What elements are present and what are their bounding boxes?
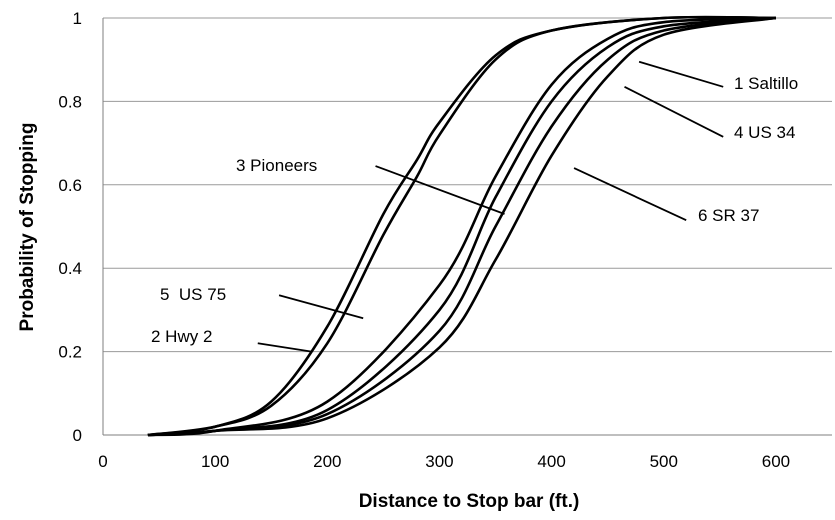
- annotation-6-sr37: 6 SR 37: [698, 206, 759, 225]
- y-tick-label: 0.6: [58, 176, 82, 195]
- x-axis-title: Distance to Stop bar (ft.): [359, 491, 580, 512]
- x-tick-label: 500: [650, 452, 678, 471]
- series-line-5: [147, 15, 776, 437]
- y-tick-label: 0.4: [58, 259, 82, 278]
- x-tick-labels: 0 100 200 300 400 500 600: [98, 452, 790, 471]
- axes: [102, 18, 832, 436]
- leader-4-us34: [624, 86, 724, 138]
- annotation-2-hwy2: 2 Hwy 2: [151, 327, 212, 346]
- series-line-1: [147, 16, 776, 437]
- x-tick-label: 0: [98, 452, 107, 471]
- series-lines: [147, 15, 777, 437]
- annotation-3-pioneers: 3 Pioneers: [236, 156, 317, 175]
- leader-2-hwy2: [257, 342, 312, 353]
- y-tick-labels: 0 0.2 0.4 0.6 0.8 1: [58, 9, 82, 445]
- y-tick-label: 1: [73, 9, 82, 28]
- leader-6-sr37: [573, 167, 687, 222]
- y-tick-label: 0.2: [58, 343, 82, 362]
- annotation-1-saltillo: 1 Saltillo: [734, 74, 798, 93]
- y-tick-label: 0.8: [58, 92, 82, 111]
- series-line-2: [147, 15, 776, 437]
- annotation-5-us75: 5 US 75: [160, 285, 226, 304]
- annotation-4-us34: 4 US 34: [734, 123, 795, 142]
- leader-3-pioneers: [375, 165, 505, 215]
- x-tick-label: 300: [425, 452, 453, 471]
- y-axis-title: Probability of Stopping: [17, 123, 38, 332]
- x-tick-label: 600: [762, 452, 790, 471]
- series-line-4: [147, 16, 777, 437]
- series-line-6: [147, 16, 777, 437]
- gridlines: [103, 17, 832, 353]
- x-tick-label: 100: [201, 452, 229, 471]
- annotation-leaders: [257, 60, 724, 353]
- leader-1-saltillo: [638, 60, 724, 88]
- series-line-3: [147, 16, 776, 437]
- leader-5-us75: [278, 294, 364, 320]
- x-tick-label: 400: [537, 452, 565, 471]
- y-tick-label: 0: [73, 426, 82, 445]
- x-tick-label: 200: [313, 452, 341, 471]
